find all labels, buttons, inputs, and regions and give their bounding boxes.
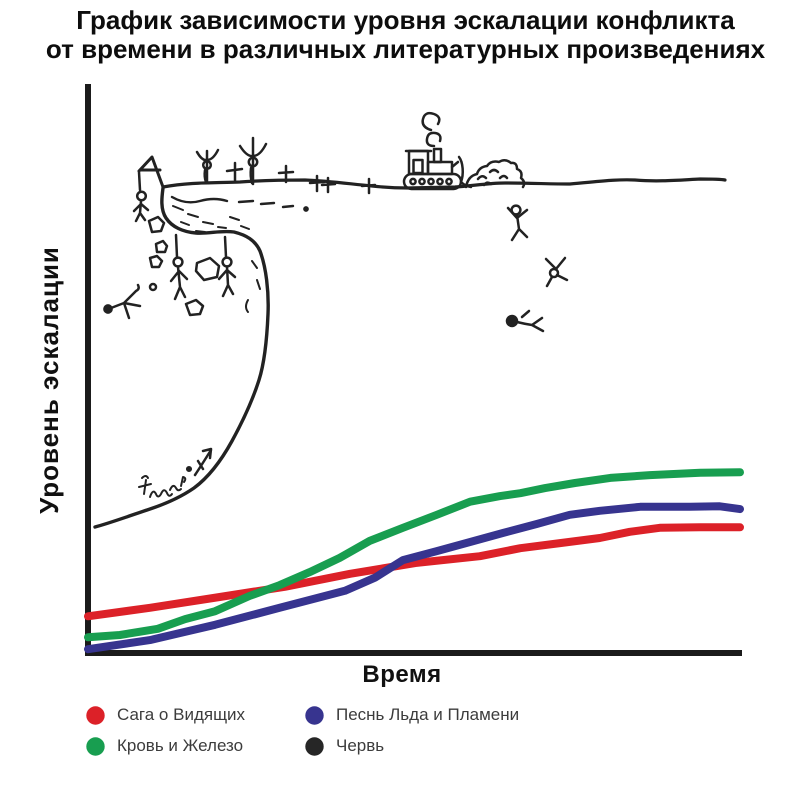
hanged-figure-b: [217, 235, 237, 298]
series-line-saga-o-vidyashchikh: [84, 523, 744, 621]
bulldozer-smoke: [421, 111, 442, 148]
bulldozer: [402, 111, 473, 191]
grave-crosses: [225, 161, 377, 195]
hanged-figure-gallows-head: [135, 190, 148, 202]
legend-dot-blue-icon: [305, 705, 324, 725]
gallows: [132, 170, 150, 223]
falling-rock-small: [148, 282, 158, 292]
legend-dot-black-icon: [305, 736, 324, 756]
bulldozer-cabin: [407, 149, 430, 176]
falling-rocks: [147, 215, 221, 317]
crack-dot: [303, 206, 309, 212]
post-figure-2: [238, 136, 268, 186]
x-axis-label: Время: [362, 661, 441, 688]
legend-item-saga-o-vidyashchikh: Сага о Видящих: [86, 705, 245, 725]
hanged-figure-gallows-body: [132, 199, 150, 223]
bulldozer-blade: [450, 155, 473, 189]
legend-label: Кровь и Железо: [117, 736, 244, 755]
y-axis-label: Уровень эскалации: [34, 246, 64, 514]
cliff-peak: [137, 155, 165, 189]
overhang-crack-line: [170, 195, 295, 209]
chart-title-line1: График зависимости уровня эскалации конф…: [76, 5, 735, 35]
series-line-pesn-lda-i-plameni: [84, 502, 744, 654]
post-figure-1: [195, 148, 220, 185]
legend-label: Песнь Льда и Пламени: [336, 705, 520, 724]
falling-figure-2: [544, 256, 569, 288]
hanged-figure-a: [169, 233, 189, 301]
gallows-rope: [137, 170, 142, 192]
slope-dot: [185, 465, 193, 473]
legend-item-krov-i-zhelezo: Кровь и Железо: [86, 736, 243, 756]
bulldozer-engine: [426, 160, 454, 176]
fallen-figure: [505, 309, 545, 333]
bulldozer-chimney: [432, 147, 443, 164]
chart-title-line2: от времени в различных литературных прои…: [45, 34, 766, 64]
slope-scribbles: [138, 475, 187, 498]
legend-dot-red-icon: [86, 705, 105, 725]
chart-title: График зависимости уровня эскалации конф…: [0, 6, 811, 64]
legend-dot-green-icon: [86, 736, 105, 756]
legend-label: Червь: [336, 736, 385, 755]
bulldozer-cabin-window: [412, 158, 424, 175]
worm-cliff-line: [93, 186, 270, 529]
legend-item-pesn-lda-i-plameni: Песнь Льда и Пламени: [305, 705, 519, 725]
worm-doodle: [93, 111, 727, 529]
slope-arrow: [193, 447, 213, 477]
series-line-krov-i-zhelezo: [84, 468, 744, 642]
body-pile: [464, 159, 526, 189]
legend-label: Сага о Видящих: [117, 705, 246, 724]
falling-figure-left: [103, 283, 142, 320]
rock-texture: [172, 205, 261, 313]
legend-item-cherv: Червь: [305, 736, 384, 756]
plateau-surface-line: [161, 177, 727, 190]
falling-figure-1: [506, 204, 529, 242]
